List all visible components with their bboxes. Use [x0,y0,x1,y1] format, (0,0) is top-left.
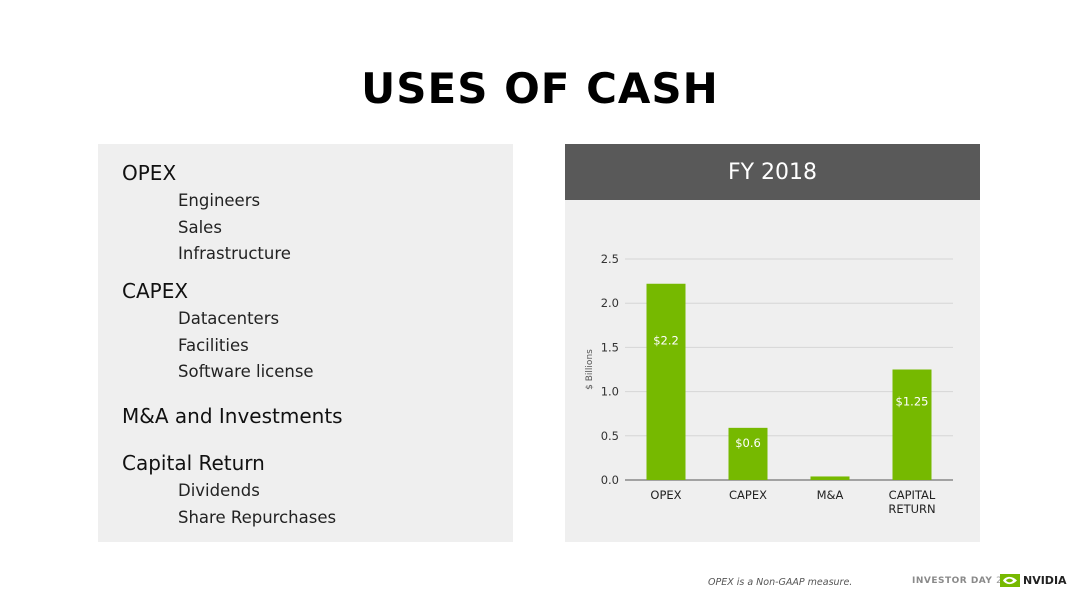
section-mna: M&A and Investments [122,403,343,429]
list-item: Dividends [178,481,260,500]
section-heading: Capital Return [122,451,265,475]
logo-text: NVIDIA [1023,574,1067,587]
section-opex: OPEX Engineers Sales Infrastructure [122,160,291,268]
x-tick-label: CAPEX [729,488,767,502]
bar [892,369,932,480]
slide-title: USES OF CASH [361,64,719,113]
x-tick-label: RETURN [888,502,935,516]
event-name: INVESTOR DAY [912,576,993,586]
y-tick-label: 2.5 [601,252,619,266]
y-tick-label: 2.0 [601,296,619,310]
footnote: OPEX is a Non-GAAP measure. [708,577,853,588]
list-item: Datacenters [178,309,280,328]
bar-chart: 0.0 0.5 1.0 1.5 2.0 2.5 $ Billions $2.2 OPEX $0.6… [585,252,953,516]
y-tick-label: 1.5 [601,340,619,354]
data-label: $2.2 [653,334,679,348]
y-tick-label: 1.0 [601,385,619,399]
list-item: Facilities [178,335,249,355]
bar [810,476,850,480]
data-label: $0.6 [735,436,761,450]
x-tick-label: OPEX [650,488,681,502]
section-heading: OPEX [122,161,177,185]
x-tick-label: CAPITAL [889,488,936,502]
list-item: Software license [178,362,314,381]
y-tick-label: 0.5 [601,429,619,443]
section-heading: CAPEX [122,279,189,303]
y-axis-label: $ Billions [585,349,595,390]
list-item: Share Repurchases [178,507,337,527]
fiscal-year-header: FY 2018 [565,144,980,200]
list-item: Engineers [178,191,261,210]
y-tick-label: 0.0 [601,473,619,487]
list-item: Sales [178,217,222,237]
section-capex: CAPEX Datacenters Facilities Software li… [122,278,314,386]
bar [728,427,768,480]
nvidia-eye-icon [1000,574,1020,587]
data-label: $1.25 [896,395,929,409]
x-tick-label: M&A [817,488,844,502]
section-heading: M&A and Investments [122,404,343,428]
uses-list-panel: OPEX Engineers Sales Infrastructure CAPE… [98,144,513,542]
nvidia-logo: NVIDIA [1000,574,1067,587]
chart-panel: FY 2018 0.0 0.5 1.0 1.5 2.0 2.5 $ Billions $2.2… [565,144,980,542]
bar [646,283,686,480]
section-capital-return: Capital Return Dividends Share Repurchas… [122,450,336,531]
list-item: Infrastructure [178,244,291,263]
